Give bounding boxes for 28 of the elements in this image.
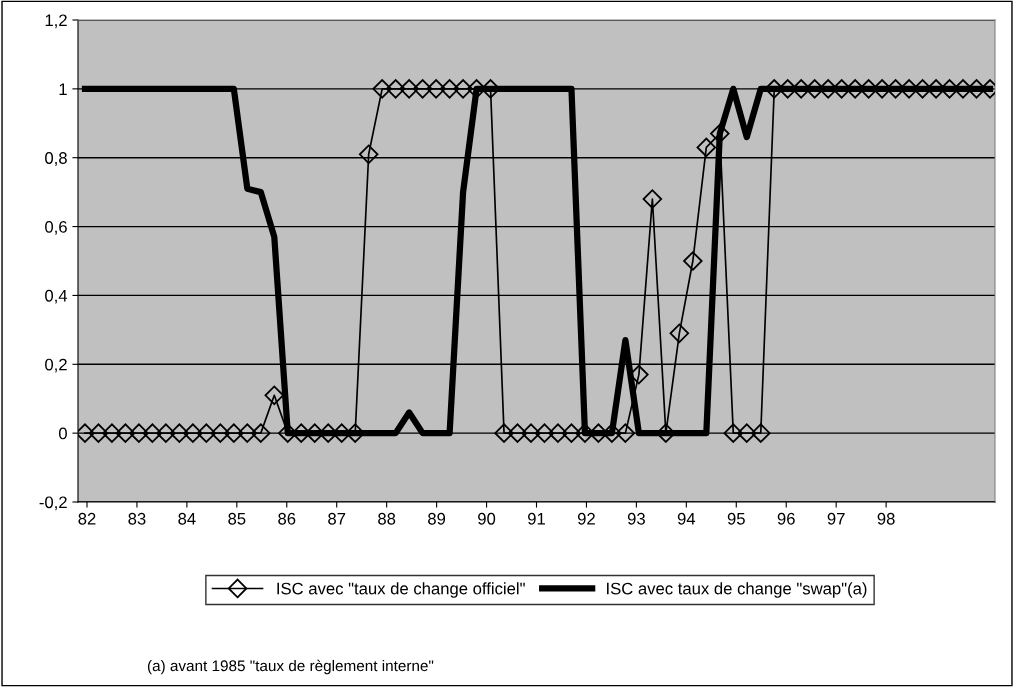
x-tick-label: 87 [328,512,346,525]
x-tick-label: 88 [378,512,396,525]
x-tick-label: 85 [228,512,246,525]
x-tick-label: 82 [78,512,96,525]
x-tick-label: 94 [677,512,696,525]
text: (a) avant 1985 "taux de règlement interne" [147,659,434,675]
y-tick-label: 1 [59,83,67,95]
x-tick-label: 89 [428,512,446,525]
y-tick-label: -0,2 [39,496,67,511]
x-tick-label: 95 [727,512,745,525]
y-tick-label: 0 [58,427,67,440]
x-tick-label: 90 [478,512,496,525]
x-tick-label: 91 [528,512,545,525]
y-tick-label: 0,4 [45,289,68,304]
x-tick-label: 93 [627,512,645,525]
y-tick-label: 0,6 [45,220,67,235]
x-tick-label: 96 [777,512,795,525]
legend-label: ISC avec "taux de change officiel" [277,582,525,598]
y-tick-label: 0,2 [45,358,67,373]
x-tick-label: 98 [877,512,895,525]
y-tick-label: 0,8 [45,152,67,166]
x-tick-label: 83 [128,512,146,525]
legend-label: ISC avec taux de change "swap"(a) [607,582,867,598]
x-tick-label: 86 [278,512,296,525]
x-tick-label: 97 [827,512,845,525]
y-tick-label: 1,2 [45,14,67,29]
x-tick-label: 92 [577,512,595,525]
x-tick-label: 84 [178,512,196,525]
